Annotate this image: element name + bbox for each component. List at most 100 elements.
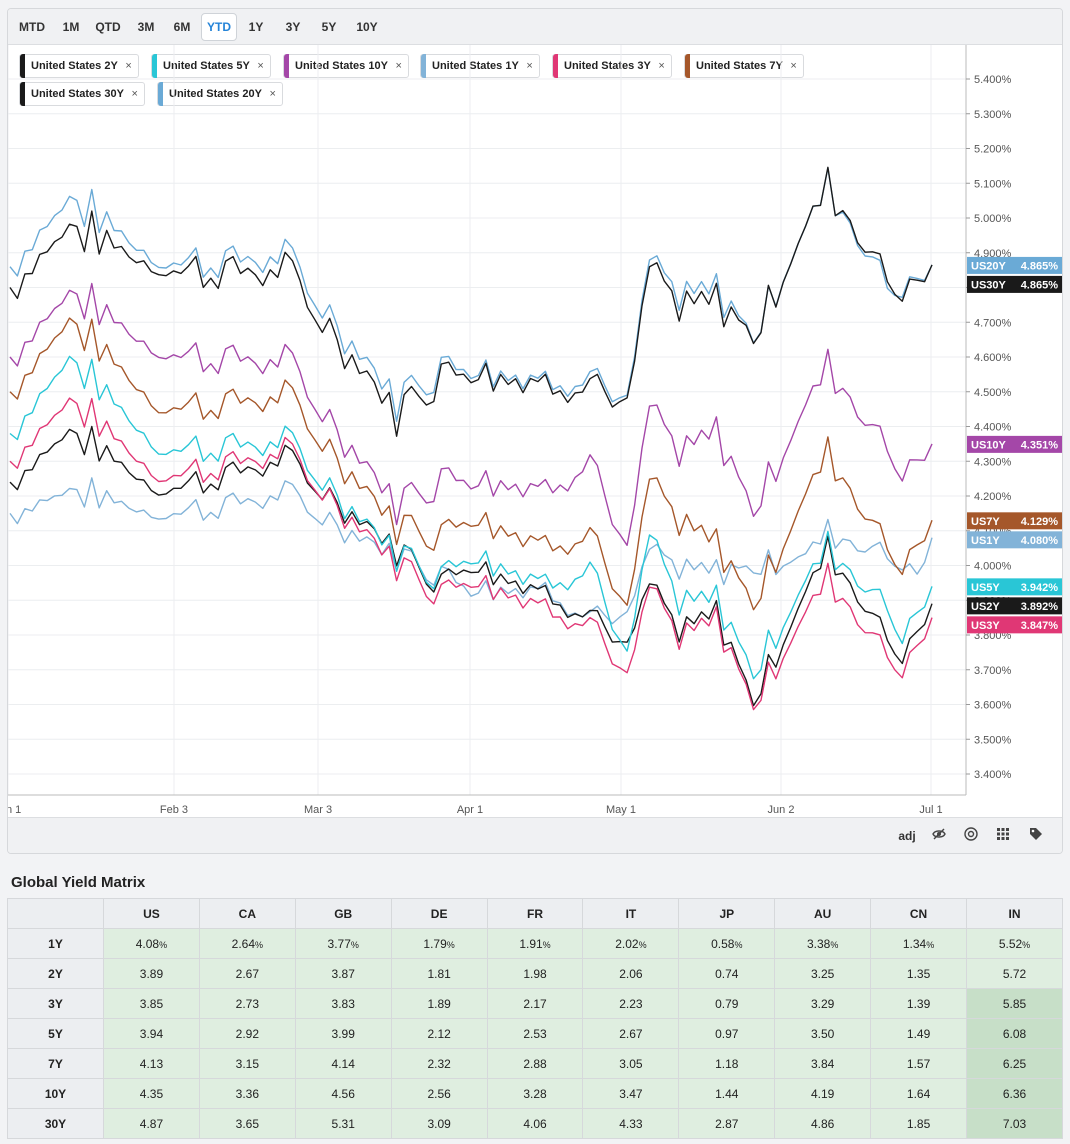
matrix-cell[interactable]: 3.99 xyxy=(294,1018,392,1049)
range-button-3y[interactable]: 3Y xyxy=(285,20,301,34)
matrix-cell[interactable]: 2.73 xyxy=(198,988,296,1019)
matrix-cell[interactable]: 3.87 xyxy=(294,958,392,989)
legend-chip[interactable]: United States 7Y × xyxy=(684,54,804,78)
matrix-cell[interactable]: 2.02% xyxy=(582,928,680,959)
legend-chip[interactable]: United States 1Y × xyxy=(420,54,540,78)
matrix-cell[interactable]: 1.79% xyxy=(390,928,488,959)
legend-chip[interactable]: United States 20Y × xyxy=(157,82,283,106)
matrix-cell[interactable]: 2.92 xyxy=(198,1018,296,1049)
matrix-cell[interactable]: 4.56 xyxy=(294,1078,392,1109)
matrix-cell[interactable]: 4.06 xyxy=(486,1108,584,1139)
tag-icon[interactable] xyxy=(1026,826,1046,846)
remove-series-icon[interactable]: × xyxy=(526,60,533,72)
matrix-cell[interactable]: 5.85 xyxy=(966,988,1063,1019)
remove-series-icon[interactable]: × xyxy=(658,60,665,72)
matrix-cell[interactable]: 2.67 xyxy=(198,958,296,989)
range-button-10y[interactable]: 10Y xyxy=(356,20,378,34)
range-button-5y[interactable]: 5Y xyxy=(321,20,337,34)
matrix-cell[interactable]: 5.52% xyxy=(966,928,1063,959)
matrix-cell[interactable]: 3.15 xyxy=(198,1048,296,1079)
matrix-cell[interactable]: 3.84 xyxy=(774,1048,872,1079)
yield-chart[interactable]: 5.400%5.300%5.200%5.100%5.000%4.900%4.80… xyxy=(8,45,1063,817)
matrix-cell[interactable]: 1.81 xyxy=(390,958,488,989)
range-button-6m[interactable]: 6M xyxy=(173,20,191,34)
matrix-cell[interactable]: 3.05 xyxy=(582,1048,680,1079)
matrix-cell[interactable]: 6.25 xyxy=(966,1048,1063,1079)
matrix-cell[interactable]: 7.03 xyxy=(966,1108,1063,1139)
adj-button[interactable]: adj xyxy=(898,829,916,843)
remove-series-icon[interactable]: × xyxy=(257,60,264,72)
matrix-cell[interactable]: 4.35 xyxy=(103,1078,200,1109)
matrix-cell[interactable]: 0.79 xyxy=(678,988,776,1019)
target-icon[interactable] xyxy=(961,826,981,846)
matrix-cell[interactable]: 1.57 xyxy=(870,1048,968,1079)
eye-off-icon[interactable] xyxy=(929,826,949,846)
matrix-cell[interactable]: 3.29 xyxy=(774,988,872,1019)
matrix-cell[interactable]: 1.39 xyxy=(870,988,968,1019)
matrix-cell[interactable]: 3.89 xyxy=(103,958,200,989)
range-button-mtd[interactable]: MTD xyxy=(19,20,45,34)
matrix-cell[interactable]: 3.77% xyxy=(294,928,392,959)
range-button-1y[interactable]: 1Y xyxy=(248,20,264,34)
matrix-cell[interactable]: 2.67 xyxy=(582,1018,680,1049)
matrix-cell[interactable]: 3.83 xyxy=(294,988,392,1019)
range-button-3m[interactable]: 3M xyxy=(137,20,155,34)
matrix-cell[interactable]: 3.50 xyxy=(774,1018,872,1049)
legend-chip[interactable]: United States 30Y × xyxy=(19,82,145,106)
matrix-cell[interactable]: 4.14 xyxy=(294,1048,392,1079)
matrix-cell[interactable]: 5.72 xyxy=(966,958,1063,989)
matrix-cell[interactable]: 2.53 xyxy=(486,1018,584,1049)
legend-chip[interactable]: United States 2Y × xyxy=(19,54,139,78)
matrix-cell[interactable]: 4.08% xyxy=(103,928,200,959)
remove-series-icon[interactable]: × xyxy=(269,88,276,100)
matrix-cell[interactable]: 4.33 xyxy=(582,1108,680,1139)
matrix-cell[interactable]: 2.64% xyxy=(198,928,296,959)
matrix-cell[interactable]: 1.44 xyxy=(678,1078,776,1109)
matrix-cell[interactable]: 1.89 xyxy=(390,988,488,1019)
remove-series-icon[interactable]: × xyxy=(790,60,797,72)
matrix-cell[interactable]: 2.12 xyxy=(390,1018,488,1049)
matrix-cell[interactable]: 1.91% xyxy=(486,928,584,959)
matrix-cell[interactable]: 3.28 xyxy=(486,1078,584,1109)
remove-series-icon[interactable]: × xyxy=(395,60,402,72)
matrix-cell[interactable]: 2.56 xyxy=(390,1078,488,1109)
matrix-cell[interactable]: 2.32 xyxy=(390,1048,488,1079)
grid-icon[interactable] xyxy=(993,826,1013,846)
remove-series-icon[interactable]: × xyxy=(125,60,132,72)
matrix-cell[interactable]: 6.08 xyxy=(966,1018,1063,1049)
matrix-cell[interactable]: 2.87 xyxy=(678,1108,776,1139)
matrix-cell[interactable]: 4.87 xyxy=(103,1108,200,1139)
matrix-cell[interactable]: 2.23 xyxy=(582,988,680,1019)
range-button-qtd[interactable]: QTD xyxy=(95,20,121,34)
matrix-cell[interactable]: 6.36 xyxy=(966,1078,1063,1109)
remove-series-icon[interactable]: × xyxy=(131,88,138,100)
matrix-cell[interactable]: 1.34% xyxy=(870,928,968,959)
legend-chip[interactable]: United States 5Y × xyxy=(151,54,271,78)
matrix-cell[interactable]: 1.18 xyxy=(678,1048,776,1079)
matrix-cell[interactable]: 3.36 xyxy=(198,1078,296,1109)
legend-chip[interactable]: United States 3Y × xyxy=(552,54,672,78)
matrix-cell[interactable]: 1.49 xyxy=(870,1018,968,1049)
matrix-cell[interactable]: 2.88 xyxy=(486,1048,584,1079)
matrix-cell[interactable]: 1.98 xyxy=(486,958,584,989)
matrix-cell[interactable]: 4.86 xyxy=(774,1108,872,1139)
matrix-cell[interactable]: 1.85 xyxy=(870,1108,968,1139)
matrix-cell[interactable]: 2.17 xyxy=(486,988,584,1019)
range-button-ytd[interactable]: YTD xyxy=(201,13,237,41)
matrix-cell[interactable]: 5.31 xyxy=(294,1108,392,1139)
matrix-cell[interactable]: 1.35 xyxy=(870,958,968,989)
matrix-cell[interactable]: 3.09 xyxy=(390,1108,488,1139)
matrix-cell[interactable]: 4.13 xyxy=(103,1048,200,1079)
matrix-cell[interactable]: 3.38% xyxy=(774,928,872,959)
matrix-cell[interactable]: 0.97 xyxy=(678,1018,776,1049)
range-button-1m[interactable]: 1M xyxy=(62,20,80,34)
matrix-cell[interactable]: 0.74 xyxy=(678,958,776,989)
matrix-cell[interactable]: 3.85 xyxy=(103,988,200,1019)
matrix-cell[interactable]: 1.64 xyxy=(870,1078,968,1109)
matrix-cell[interactable]: 3.47 xyxy=(582,1078,680,1109)
matrix-cell[interactable]: 3.25 xyxy=(774,958,872,989)
matrix-cell[interactable]: 4.19 xyxy=(774,1078,872,1109)
matrix-cell[interactable]: 3.94 xyxy=(103,1018,200,1049)
matrix-cell[interactable]: 3.65 xyxy=(198,1108,296,1139)
matrix-cell[interactable]: 0.58% xyxy=(678,928,776,959)
